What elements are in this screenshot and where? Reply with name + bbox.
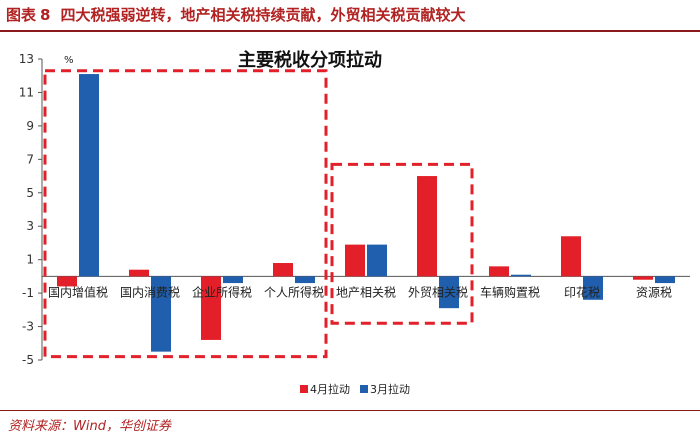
figure-header: 图表 8 四大税强弱逆转，地产相关税持续贡献，外贸相关税贡献较大	[6, 4, 465, 25]
y-tick-label: 7	[26, 152, 34, 166]
bar-march	[223, 276, 243, 284]
category-label: 资源税	[636, 285, 672, 299]
legend-label: 3月拉动	[370, 382, 410, 396]
bar-april	[129, 269, 149, 277]
y-tick-label: -1	[22, 286, 34, 300]
bar-chart: 13 11 9 7 5 3 1 -1 -3 -5% 国内增值税 国内消费税 企业所得税 个人所得税 地产相关…	[19, 49, 690, 396]
bar-april	[489, 266, 509, 277]
y-tick-label: 3	[26, 219, 34, 233]
category-label: 车辆购置税	[480, 284, 540, 299]
bar-march	[367, 244, 387, 277]
highlight-box	[43, 69, 328, 359]
y-unit-label: %	[64, 55, 74, 66]
bar-april	[345, 244, 365, 277]
category-label: 个人所得税	[264, 284, 324, 299]
y-tick-label: -3	[22, 320, 34, 334]
chart-title: 主要税收分项拉动	[238, 49, 382, 71]
legend-swatch	[360, 385, 368, 393]
category-label: 国内增值税	[48, 284, 108, 299]
y-tick-label: 5	[26, 186, 34, 200]
category-label: 企业所得税	[192, 284, 252, 299]
y-tick-label: 1	[26, 253, 34, 267]
y-tick-label: -5	[22, 353, 34, 367]
y-tick-label: 9	[26, 119, 34, 133]
legend-label: 4月拉动	[310, 382, 350, 396]
category-label: 地产相关税	[336, 285, 396, 299]
bar-april	[633, 276, 653, 280]
bar-march	[655, 276, 675, 284]
y-tick-label: 13	[19, 52, 34, 66]
legend-swatch	[300, 385, 308, 393]
source-rule	[0, 410, 700, 411]
header-rule	[0, 30, 700, 32]
bar-april	[201, 276, 221, 340]
highlight-box	[330, 162, 474, 325]
bar-march	[79, 74, 99, 277]
bar-march	[511, 274, 531, 277]
category-label: 国内消费税	[120, 285, 180, 299]
figure-caption: 四大税强弱逆转，地产相关税持续贡献，外贸相关税贡献较大	[60, 6, 466, 24]
category-label: 印花税	[564, 284, 600, 299]
bar-april	[57, 276, 77, 287]
bar-april	[561, 236, 581, 277]
figure-number: 8	[40, 6, 51, 24]
bar-april	[417, 176, 437, 277]
bar-march	[295, 276, 315, 284]
bar-april	[273, 263, 293, 277]
category-label: 外贸相关税	[408, 285, 468, 299]
bar-march	[583, 276, 603, 300]
bar-march	[151, 276, 171, 352]
source-note: 资料来源：Wind，华创证券	[8, 419, 171, 434]
bar-march	[439, 276, 459, 309]
figure-label: 图表	[6, 6, 37, 24]
y-tick-label: 11	[19, 85, 34, 99]
